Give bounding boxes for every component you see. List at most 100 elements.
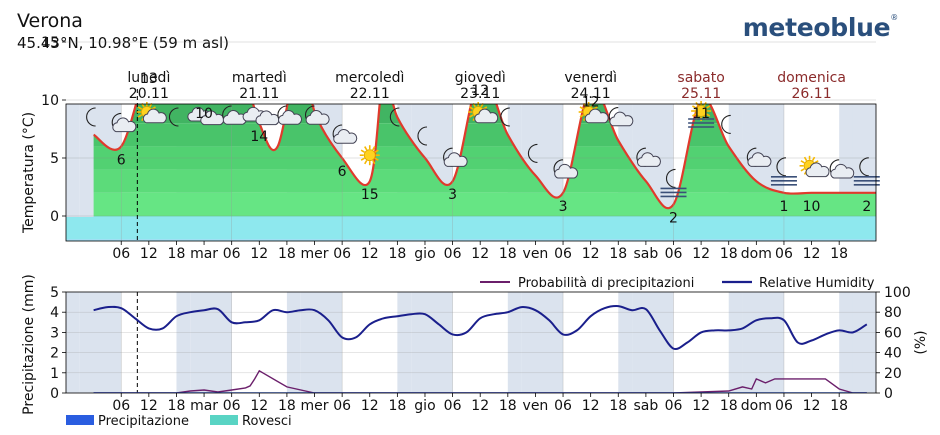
x-hour-label: 18	[609, 246, 627, 262]
day-name: sabato	[677, 70, 724, 86]
x-hour-label: 12	[582, 398, 600, 414]
y-tick-label: 5	[50, 151, 59, 167]
precipitation-series	[93, 305, 868, 393]
temperature-band	[93, 192, 876, 216]
sun-ray	[483, 106, 488, 110]
sun-shape	[359, 145, 380, 166]
temperature-value-label: 6	[338, 164, 347, 180]
y-right-tick-label: 60	[884, 325, 902, 341]
sun-cloud-icon	[799, 155, 830, 178]
x-hour-label: 06	[775, 246, 793, 262]
below-zero-band	[66, 217, 876, 241]
sun-ray	[469, 114, 474, 118]
day-name: lunedì	[127, 70, 170, 86]
precip-probability-line	[93, 369, 867, 393]
temperature-gridlines	[66, 41, 876, 241]
night-bands-precipitation	[66, 292, 876, 393]
x-hour-label: 06	[223, 246, 241, 262]
sun-ray	[151, 106, 156, 110]
temperature-value-label: 12	[471, 83, 489, 99]
below-zero-band	[66, 239, 876, 241]
day-date: 24.11	[571, 86, 611, 102]
brand-logo: meteoblue®	[742, 13, 899, 42]
day-name: venerdì	[564, 70, 617, 86]
moon-cloud-icon	[746, 147, 772, 167]
day-name: domenica	[777, 70, 846, 86]
night-band	[618, 292, 633, 393]
x-hour-label: 12	[803, 398, 821, 414]
x-day-label: dom	[741, 246, 772, 262]
day-date: 26.11	[792, 86, 832, 102]
x-day-label: mer	[301, 398, 329, 414]
x-hour-label: 12	[140, 246, 158, 262]
sun-ray	[579, 106, 584, 110]
x-hour-label: 18	[830, 398, 848, 414]
x-hour-label: 18	[499, 398, 517, 414]
sun-ray	[360, 157, 365, 161]
x-hour-label: 06	[333, 246, 351, 262]
sun-ray	[814, 160, 819, 164]
x-hour-label: 12	[250, 246, 268, 262]
night-band	[507, 292, 522, 393]
moon-cloud-icon	[304, 105, 330, 125]
day-date: 22.11	[350, 86, 390, 102]
brand-name: meteoblue	[742, 13, 891, 42]
x-hour-label: 12	[803, 246, 821, 262]
moon-cloud-icon	[829, 159, 855, 179]
temperature-value-label: 3	[559, 199, 568, 215]
night-band	[411, 292, 453, 393]
night-band	[742, 292, 784, 393]
temperature-line	[92, 104, 876, 210]
temperature-value-label: 15	[361, 187, 379, 203]
x-hour-label: 18	[278, 398, 296, 414]
cloud-shape	[142, 108, 167, 124]
sun-disc	[695, 105, 708, 117]
x-day-label: ven	[523, 246, 549, 262]
x-hour-label: 12	[582, 246, 600, 262]
x-hour-label: 12	[692, 398, 710, 414]
night-band	[300, 292, 343, 393]
y-right-tick-label: 0	[884, 386, 893, 402]
sun-ray	[360, 149, 365, 153]
moon-icon	[86, 107, 96, 127]
y-right-tick-label: 80	[884, 305, 902, 321]
night-band	[521, 292, 564, 393]
legend-swatch-showers	[210, 415, 238, 425]
sun-ray	[692, 105, 697, 109]
temperature-value-label: 12	[582, 94, 600, 110]
temperature-band	[66, 0, 876, 54]
night-band	[66, 104, 80, 241]
cloud-icon	[187, 106, 225, 126]
sun-ray	[372, 146, 376, 151]
moon-cloud-icon	[277, 105, 302, 125]
moon-shape	[859, 157, 869, 177]
night-band	[852, 292, 876, 393]
temperature-value-label: 13	[140, 71, 158, 87]
y-tick-label: 15	[41, 35, 59, 51]
registered-mark: ®	[890, 13, 898, 22]
sun-cloud-icon	[136, 102, 167, 124]
sun-ray	[800, 168, 805, 172]
y-tick-label: 4	[50, 305, 59, 321]
moon-cloud-icon	[553, 159, 579, 179]
weather-icons	[86, 101, 880, 198]
temperature-value-label: 2	[669, 210, 678, 226]
temperature-value-label: 10	[803, 199, 821, 215]
legend-label: Rovesci	[242, 414, 292, 429]
sun-ray	[364, 159, 368, 165]
x-day-label: sab	[634, 246, 659, 262]
cloud-shape	[333, 129, 358, 144]
temperature-value-label: 10	[195, 106, 213, 122]
cloud-shape	[443, 152, 468, 167]
y-tick-label: 5	[50, 285, 59, 301]
legend-label: Probabilità di precipitazioni	[518, 276, 694, 291]
y-tick-label: 0	[50, 209, 59, 225]
night-band	[66, 292, 80, 393]
x-day-label: mer	[301, 246, 329, 262]
x-day-label: sab	[634, 398, 659, 414]
temperature-value-label: 3	[448, 187, 457, 203]
